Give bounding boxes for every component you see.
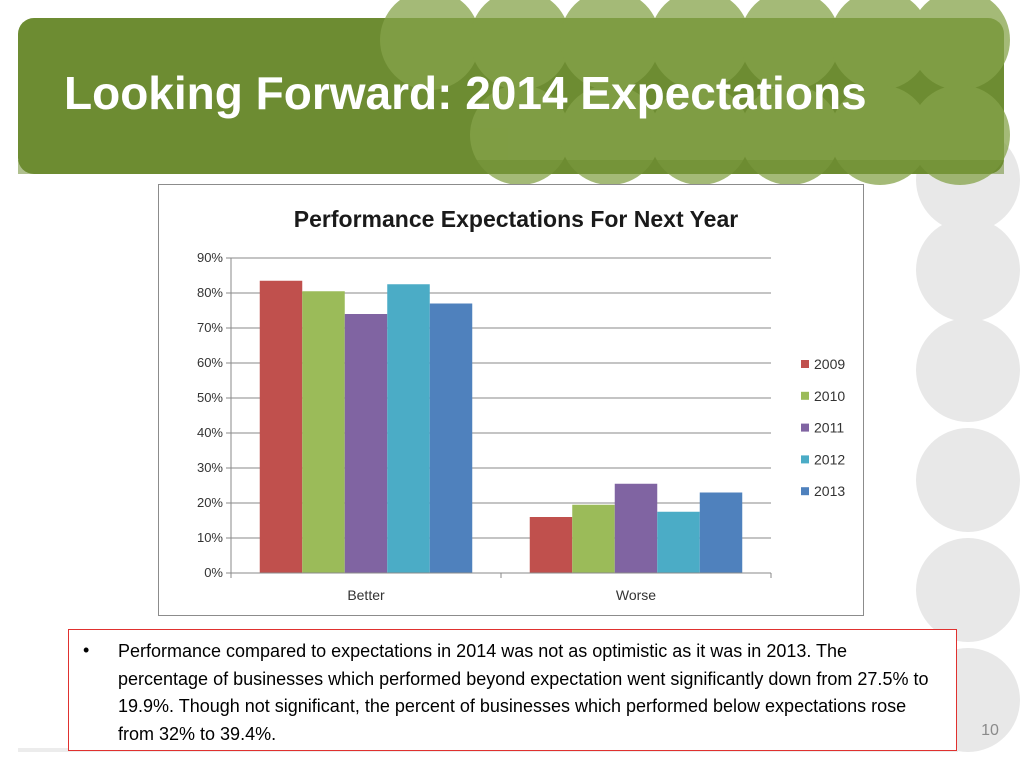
bar-worse-2010 [572,504,615,573]
decorative-bubbles [916,128,1020,752]
legend-label: 2012 [814,451,845,467]
bar-worse-2012 [657,511,700,573]
legend-label: 2010 [814,388,845,404]
legend-label: 2013 [814,483,845,499]
legend: 2009 2010 2011 2012 2013 [801,356,845,499]
y-tick-label: 70% [197,320,223,335]
y-tick-label: 50% [197,390,223,405]
bar-better-2013 [429,303,473,573]
legend-swatch [801,391,809,400]
x-axis [230,258,772,578]
bar-better-2012 [387,284,430,573]
y-tick-label: 40% [197,425,223,440]
bar-better-2009 [259,280,303,573]
category-label: Better [347,587,385,603]
y-axis-ticks: 0% 10% 20% 30% 40% 50% 60% 70% 80% 90% [197,250,231,580]
bars [259,280,743,573]
bar-better-2010 [302,291,345,573]
chart-title: Performance Expectations For Next Year [294,206,738,232]
slide-number: 10 [981,722,999,739]
legend-label: 2009 [814,356,845,372]
bar-worse-2013 [699,492,743,573]
bar-better-2011 [344,314,388,573]
y-tick-label: 30% [197,460,223,475]
y-tick-label: 60% [197,355,223,370]
legend-swatch [801,360,809,368]
bar-worse-2011 [614,483,658,573]
page-title: Looking Forward: 2014 Expectations [64,67,867,119]
bar-chart: Performance Expectations For Next Year 0… [197,206,845,603]
category-labels: Better Worse [347,587,656,603]
legend-label: 2011 [814,420,844,436]
legend-swatch [801,487,809,496]
bullet-text: Performance compared to expectations in … [118,641,929,744]
y-tick-label: 80% [197,285,223,300]
y-tick-label: 0% [204,565,223,580]
y-tick-label: 20% [197,495,223,510]
y-tick-label: 90% [197,250,223,265]
chart-container: Performance Expectations For Next Year 0… [158,184,864,616]
legend-swatch [801,423,809,432]
legend-swatch [801,455,809,464]
bullet-marker: • [83,640,90,660]
category-label: Worse [616,587,656,603]
y-tick-label: 10% [197,530,223,545]
bullet-box: • Performance compared to expectations i… [68,629,957,751]
bar-worse-2009 [529,517,573,573]
